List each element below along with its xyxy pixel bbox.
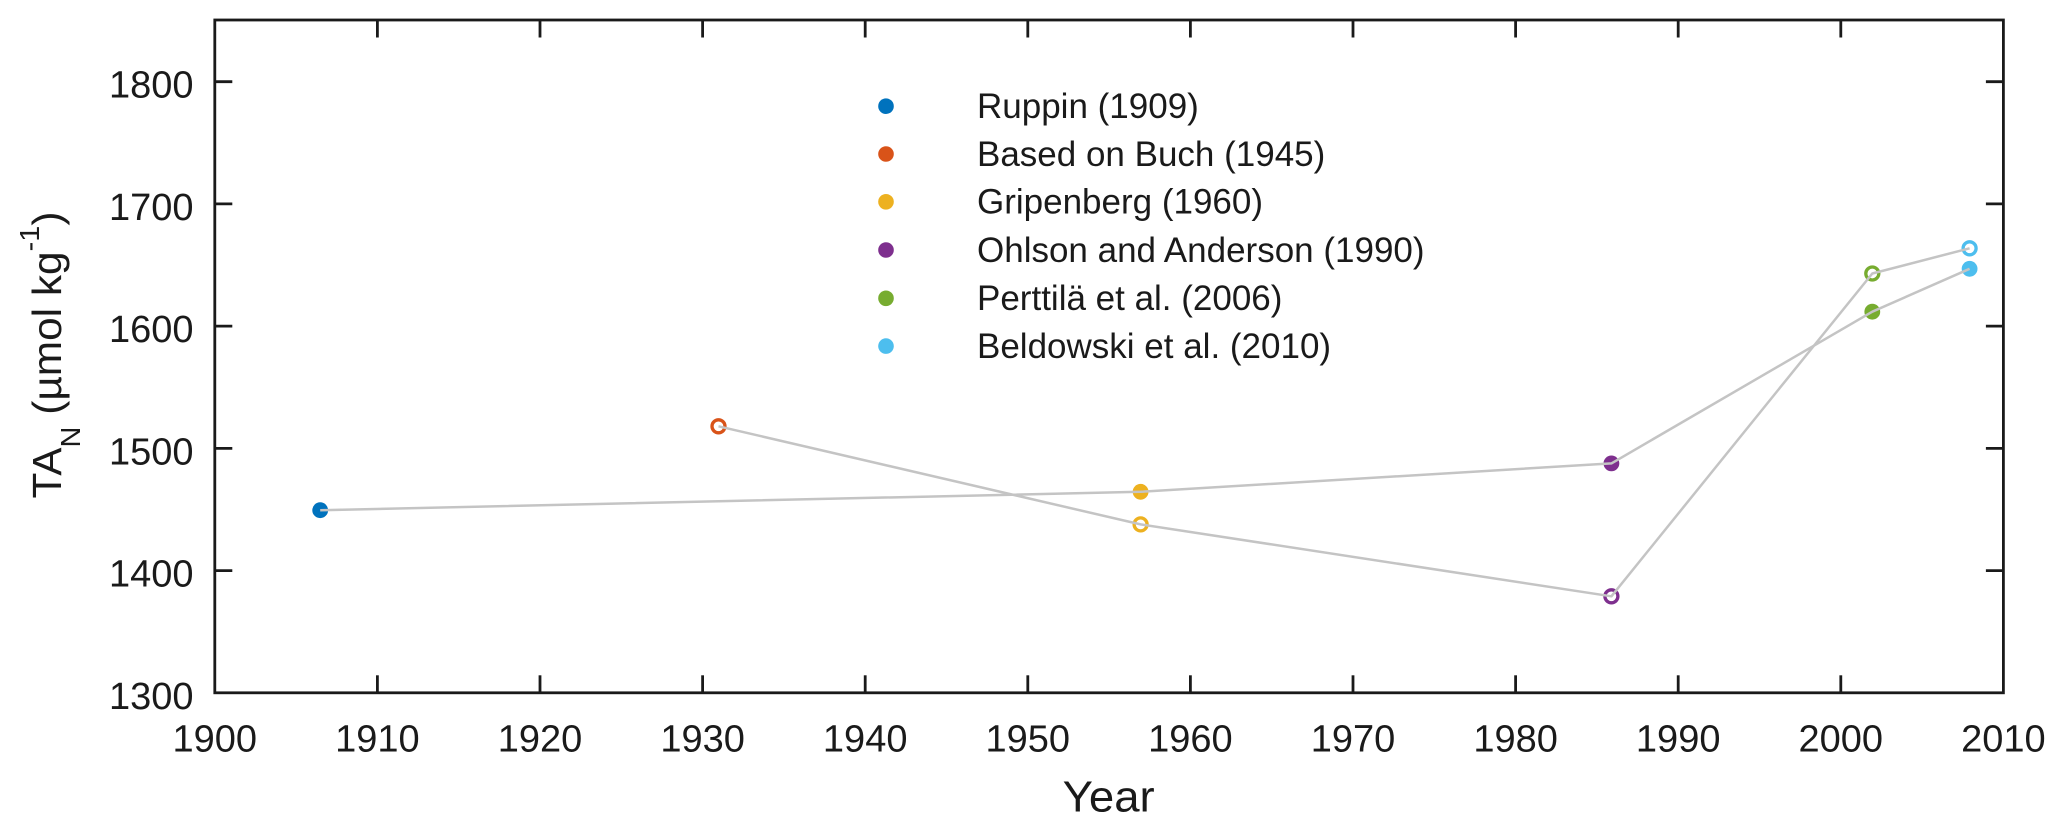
- svg-text:2000: 2000: [1799, 719, 1884, 761]
- svg-text:Based on Buch (1945): Based on Buch (1945): [977, 135, 1325, 174]
- svg-text:1980: 1980: [1473, 719, 1558, 761]
- svg-text:Gripenberg (1960): Gripenberg (1960): [977, 183, 1263, 222]
- svg-text:Beldowski et al. (2010): Beldowski et al. (2010): [977, 327, 1331, 366]
- svg-text:Perttilä et al. (2006): Perttilä et al. (2006): [977, 279, 1282, 318]
- svg-text:1500: 1500: [109, 431, 194, 473]
- svg-text:1800: 1800: [109, 65, 194, 107]
- svg-text:1970: 1970: [1311, 719, 1396, 761]
- svg-text:Ohlson and Anderson (1990): Ohlson and Anderson (1990): [977, 231, 1425, 270]
- svg-text:1900: 1900: [173, 719, 258, 761]
- svg-text:1930: 1930: [660, 719, 745, 761]
- svg-text:1950: 1950: [986, 719, 1071, 761]
- svg-text:1960: 1960: [1148, 719, 1233, 761]
- svg-text:1990: 1990: [1636, 719, 1721, 761]
- svg-text:1300: 1300: [109, 676, 194, 718]
- svg-text:1920: 1920: [498, 719, 583, 761]
- svg-text:1910: 1910: [335, 719, 420, 761]
- svg-text:1940: 1940: [823, 719, 908, 761]
- svg-text:Ruppin (1909): Ruppin (1909): [977, 87, 1199, 126]
- svg-text:Year: Year: [1063, 773, 1155, 822]
- svg-text:1400: 1400: [109, 554, 194, 596]
- svg-text:2010: 2010: [1961, 719, 2046, 761]
- svg-text:1600: 1600: [109, 309, 194, 351]
- svg-text:1700: 1700: [109, 187, 194, 229]
